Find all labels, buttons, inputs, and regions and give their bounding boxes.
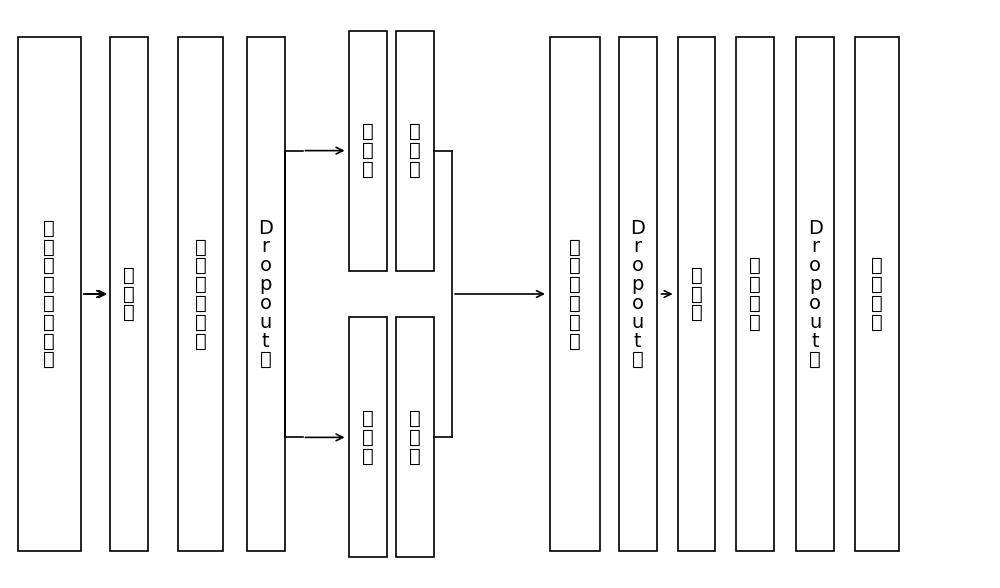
Text: 积: 积 [362, 141, 374, 160]
Text: 层: 层 [195, 332, 207, 350]
Text: 积: 积 [362, 428, 374, 447]
Text: 层: 层 [871, 313, 883, 332]
Text: D: D [808, 219, 823, 238]
Text: 数: 数 [43, 350, 55, 369]
Bar [619, 36, 657, 552]
Bar [678, 36, 715, 552]
Text: 层: 层 [362, 160, 374, 179]
Bar [247, 36, 285, 552]
Text: 最: 最 [569, 238, 581, 256]
Text: 铺: 铺 [691, 285, 702, 303]
Bar [736, 36, 774, 552]
Text: 平: 平 [691, 266, 702, 285]
Text: 分: 分 [43, 313, 55, 332]
Text: 与: 与 [43, 294, 55, 313]
Bar [349, 31, 387, 270]
Text: 全: 全 [749, 256, 761, 275]
Bar [396, 31, 434, 270]
Text: 层: 层 [409, 447, 421, 466]
Text: r: r [811, 238, 819, 256]
Text: 大: 大 [569, 256, 581, 275]
Text: 输: 输 [43, 219, 55, 238]
Bar [855, 36, 899, 552]
Text: 大: 大 [195, 256, 207, 275]
Text: p: p [809, 275, 821, 294]
Text: 值: 值 [569, 275, 581, 294]
Text: 层: 层 [362, 447, 374, 466]
Text: 层: 层 [123, 303, 135, 322]
Text: 积: 积 [123, 285, 135, 303]
Text: 接: 接 [871, 294, 883, 313]
Text: 层: 层 [409, 160, 421, 179]
Text: t: t [262, 332, 269, 350]
Bar [349, 318, 387, 557]
Text: 积: 积 [409, 141, 421, 160]
Text: p: p [631, 275, 644, 294]
Text: p: p [259, 275, 272, 294]
Text: 卷: 卷 [123, 266, 135, 285]
Text: u: u [260, 313, 272, 332]
Text: 连: 连 [749, 275, 761, 294]
Text: 层: 层 [569, 332, 581, 350]
Text: u: u [631, 313, 644, 332]
Text: 区: 区 [43, 332, 55, 350]
Text: 层: 层 [632, 350, 643, 369]
Text: 层: 层 [691, 303, 702, 322]
Text: 像: 像 [43, 275, 55, 294]
Text: 卷: 卷 [362, 409, 374, 428]
Text: 池: 池 [195, 294, 207, 313]
Text: o: o [809, 294, 821, 313]
Text: t: t [811, 332, 819, 350]
Text: 化: 化 [569, 313, 581, 332]
Text: 连: 连 [871, 275, 883, 294]
Text: 卷: 卷 [362, 122, 374, 141]
Text: 层: 层 [749, 313, 761, 332]
Text: r: r [262, 238, 270, 256]
Text: 最: 最 [195, 238, 207, 256]
Bar [178, 36, 223, 552]
Text: 积: 积 [409, 428, 421, 447]
Text: r: r [634, 238, 642, 256]
Text: 全: 全 [871, 256, 883, 275]
Text: 层: 层 [260, 350, 272, 369]
Text: 化: 化 [195, 313, 207, 332]
Text: o: o [260, 294, 272, 313]
Text: 卷: 卷 [409, 409, 421, 428]
Text: o: o [632, 256, 644, 275]
Bar [110, 36, 148, 552]
Bar [796, 36, 834, 552]
Text: 图: 图 [43, 256, 55, 275]
Bar [550, 36, 600, 552]
Text: D: D [630, 219, 645, 238]
Text: 接: 接 [749, 294, 761, 313]
Text: 层: 层 [809, 350, 821, 369]
Text: o: o [260, 256, 272, 275]
Text: 入: 入 [43, 238, 55, 256]
Text: 池: 池 [569, 294, 581, 313]
Text: u: u [809, 313, 821, 332]
Bar [18, 36, 81, 552]
Bar [396, 318, 434, 557]
Text: t: t [634, 332, 641, 350]
Text: o: o [809, 256, 821, 275]
Text: 值: 值 [195, 275, 207, 294]
Text: D: D [258, 219, 273, 238]
Text: 卷: 卷 [409, 122, 421, 141]
Text: o: o [632, 294, 644, 313]
